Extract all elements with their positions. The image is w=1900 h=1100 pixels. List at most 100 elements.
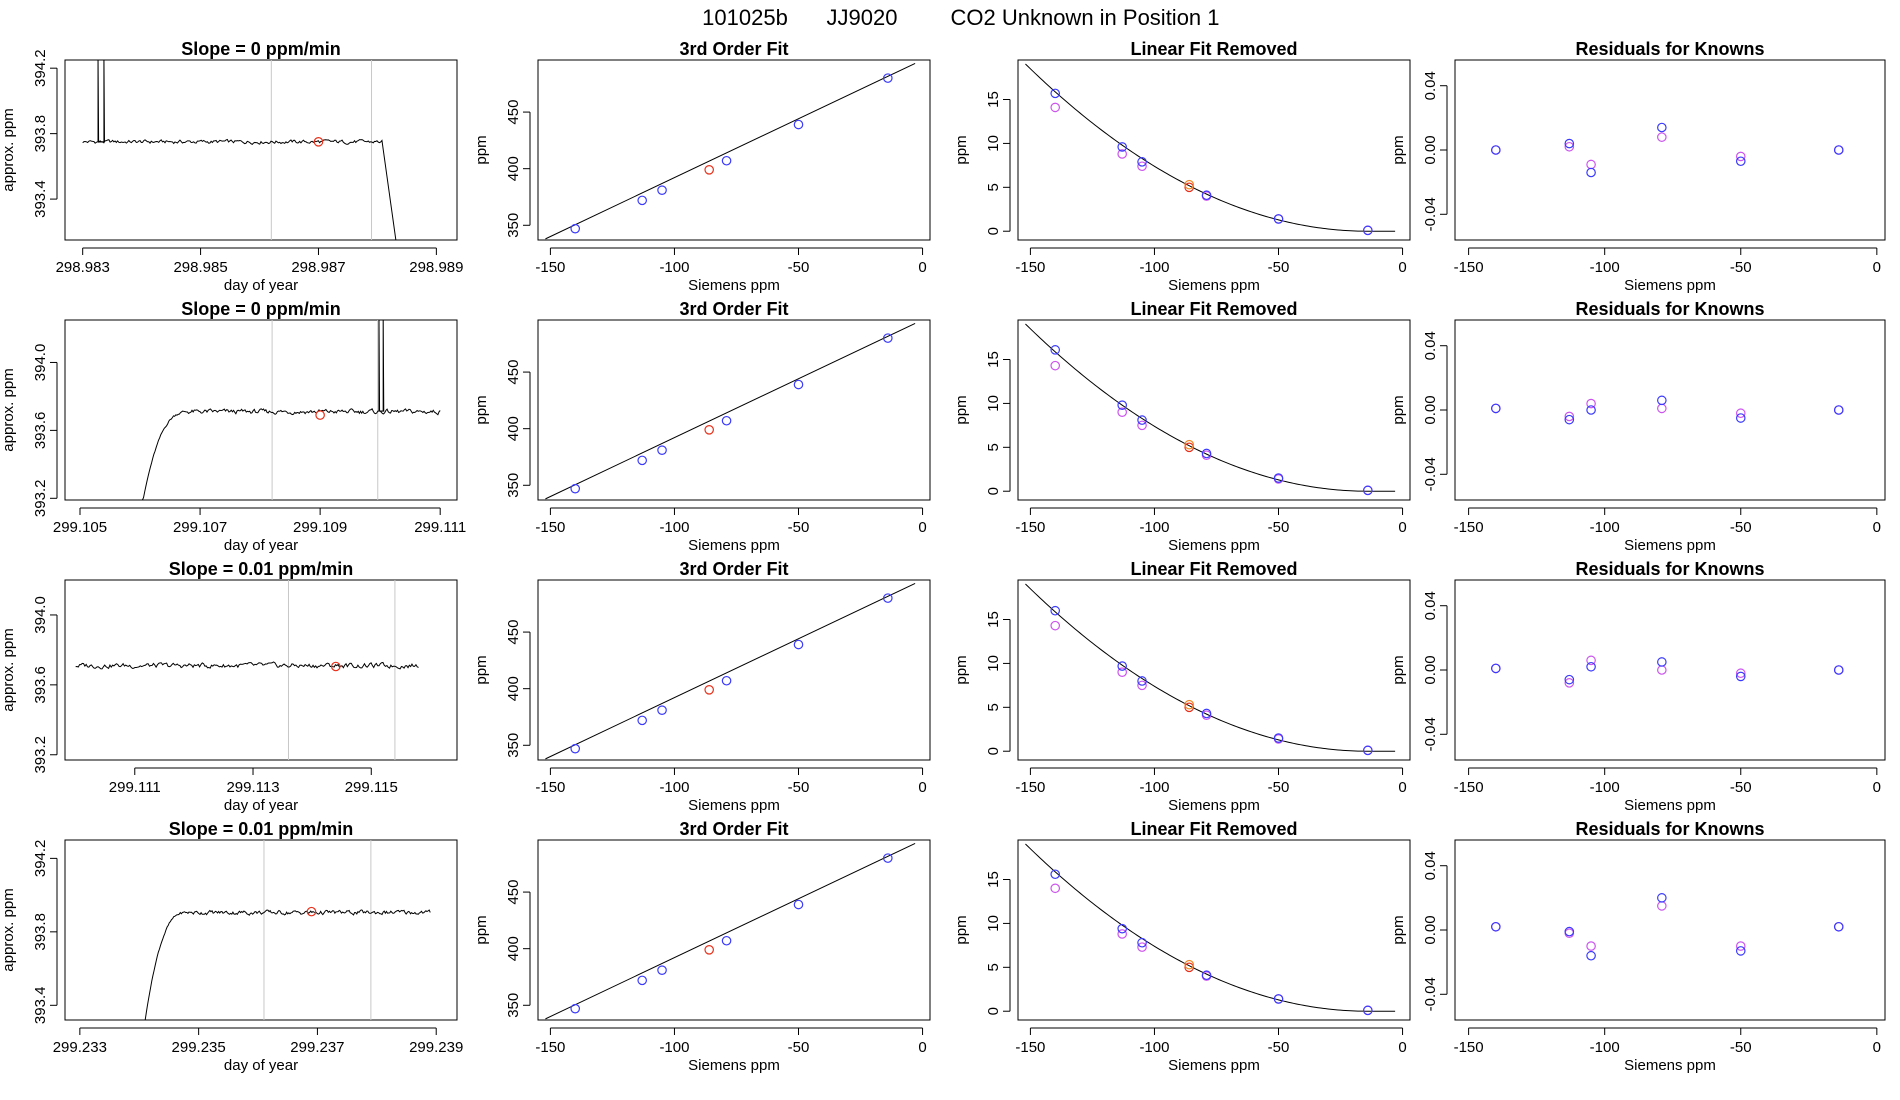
y-axis-label: ppm (1390, 395, 1407, 424)
x-tick-label: -100 (1590, 259, 1620, 276)
x-tick-label: -50 (1730, 519, 1752, 536)
y-axis-label: approx. ppm (0, 888, 17, 971)
y-axis-label: approx. ppm (0, 628, 17, 711)
known-point-violet (1117, 149, 1128, 159)
time-series-panel: 299.111 299.113 299.115 393.2 393.6 394.0 Slop… (0, 559, 458, 814)
x-tick-label: 299.235 (172, 1039, 226, 1056)
known-point-blue (1117, 923, 1128, 934)
fit-curve (1025, 843, 1396, 1012)
known-standard-point (793, 119, 804, 130)
x-tick-label: -150 (535, 519, 565, 536)
y-tick-label: 5 (985, 443, 1002, 451)
known-point-blue (1273, 733, 1284, 743)
residual-point-violet (1657, 901, 1667, 911)
y-axis-label: ppm (953, 655, 970, 684)
known-point-blue (1363, 745, 1373, 756)
residual-point-blue (1657, 122, 1667, 133)
plot-frame (64, 579, 458, 761)
y-axis-label: ppm (1390, 655, 1407, 684)
residual-point-violet (1657, 665, 1667, 675)
known-standard-point (793, 899, 804, 910)
known-standard-point (637, 195, 648, 206)
linear-removed-panel: -150 -100 -50 0 0 5 10 15 Linear Fit Removed Siem… (953, 299, 1411, 554)
y-axis-label: ppm (953, 915, 970, 944)
x-tick-label: -100 (1139, 259, 1169, 276)
known-point-violet (1137, 942, 1147, 952)
y-axis-label: ppm (1390, 915, 1407, 944)
x-tick-label: -150 (1015, 779, 1045, 796)
panel-title: 3rd Order Fit (679, 299, 788, 319)
y-axis-label: approx. ppm (0, 108, 17, 191)
known-point-blue (1137, 157, 1147, 167)
concentration-trace (144, 909, 431, 1020)
residual-point-violet (1564, 141, 1575, 152)
linear-removed-panel: -150 -100 -50 0 0 5 10 15 Linear Fit Removed Siem… (953, 39, 1411, 294)
y-tick-label: 0.04 (1422, 851, 1439, 880)
x-tick-label: 299.111 (109, 779, 161, 796)
residual-point-blue (1586, 167, 1596, 178)
plot-frame (1454, 839, 1886, 1021)
plot-frame (64, 59, 458, 241)
x-tick-label: 299.107 (173, 519, 227, 536)
x-tick-label: -150 (1015, 1039, 1045, 1056)
x-tick-label: -100 (659, 1039, 689, 1056)
unknown-sample-point (704, 685, 714, 695)
panel-title: Residuals for Knowns (1575, 559, 1764, 579)
panel-title: Linear Fit Removed (1130, 559, 1297, 579)
plot-frame (1454, 579, 1886, 761)
known-point-blue (1201, 448, 1212, 459)
x-axis-label: Siemens ppm (688, 537, 780, 554)
plot-area (82, 60, 397, 240)
known-point-violet (1137, 680, 1147, 691)
plot-frame (537, 579, 931, 761)
y-axis-label: ppm (473, 135, 490, 164)
known-standard-point (637, 715, 648, 726)
residual-point-violet (1564, 678, 1575, 688)
y-tick-label: 5 (985, 703, 1002, 711)
x-tick-label: -100 (1139, 519, 1169, 536)
x-tick-label: 299.109 (293, 519, 347, 536)
x-tick-label: 298.987 (291, 259, 345, 276)
x-tick-label: 0 (918, 259, 926, 276)
x-tick-label: 298.985 (173, 259, 227, 276)
known-point-blue (1117, 142, 1128, 152)
plot-frame (537, 319, 931, 501)
y-tick-label: 0 (985, 487, 1002, 495)
known-point-violet (1117, 407, 1128, 417)
x-axis-label: Siemens ppm (1624, 1057, 1716, 1074)
y-tick-label: 0.04 (1422, 591, 1439, 620)
known-standard-point (883, 853, 893, 863)
y-tick-label: 0 (985, 747, 1002, 755)
panel-title: Residuals for Knowns (1575, 299, 1764, 319)
y-tick-label: -0.04 (1422, 717, 1439, 751)
x-tick-label: -150 (1015, 259, 1045, 276)
x-axis-label: day of year (224, 797, 298, 814)
fit-line (545, 582, 916, 760)
residuals-panel: -150 -100 -50 0 -0.04 0.00 0.04 Residuals for K… (1390, 39, 1886, 294)
residual-point-blue (1586, 405, 1596, 415)
residual-point-blue (1657, 395, 1667, 406)
x-tick-label: -100 (1139, 1039, 1169, 1056)
x-tick-label: -150 (535, 1039, 565, 1056)
y-tick-label: 450 (505, 620, 522, 645)
unknown-sample-point-alt (1184, 699, 1194, 710)
residual-point-blue (1491, 921, 1501, 932)
fit-curve (1025, 583, 1396, 752)
y-tick-label: 0.00 (1422, 135, 1439, 164)
residual-point-blue (1564, 674, 1575, 685)
figure-title: 101025b JJ9020 CO2 Unknown in Position 1 (702, 5, 1219, 30)
x-tick-label: -150 (535, 259, 565, 276)
unknown-sample-point (1184, 702, 1194, 713)
plot-frame (1454, 59, 1886, 241)
cubic-fit-panel: -150 -100 -50 0 350 400 450 3rd Order Fit Siemen… (473, 299, 931, 554)
y-tick-label: -0.04 (1422, 977, 1439, 1011)
x-tick-label: -50 (1730, 779, 1752, 796)
y-tick-label: 450 (505, 360, 522, 385)
sample-marker (313, 137, 324, 147)
x-tick-label: -50 (1268, 1039, 1290, 1056)
residual-point-blue (1833, 921, 1844, 932)
y-tick-label: 350 (505, 993, 522, 1018)
x-tick-label: -50 (1268, 259, 1290, 276)
unknown-sample-point (704, 425, 714, 435)
known-point-blue (1137, 676, 1147, 686)
